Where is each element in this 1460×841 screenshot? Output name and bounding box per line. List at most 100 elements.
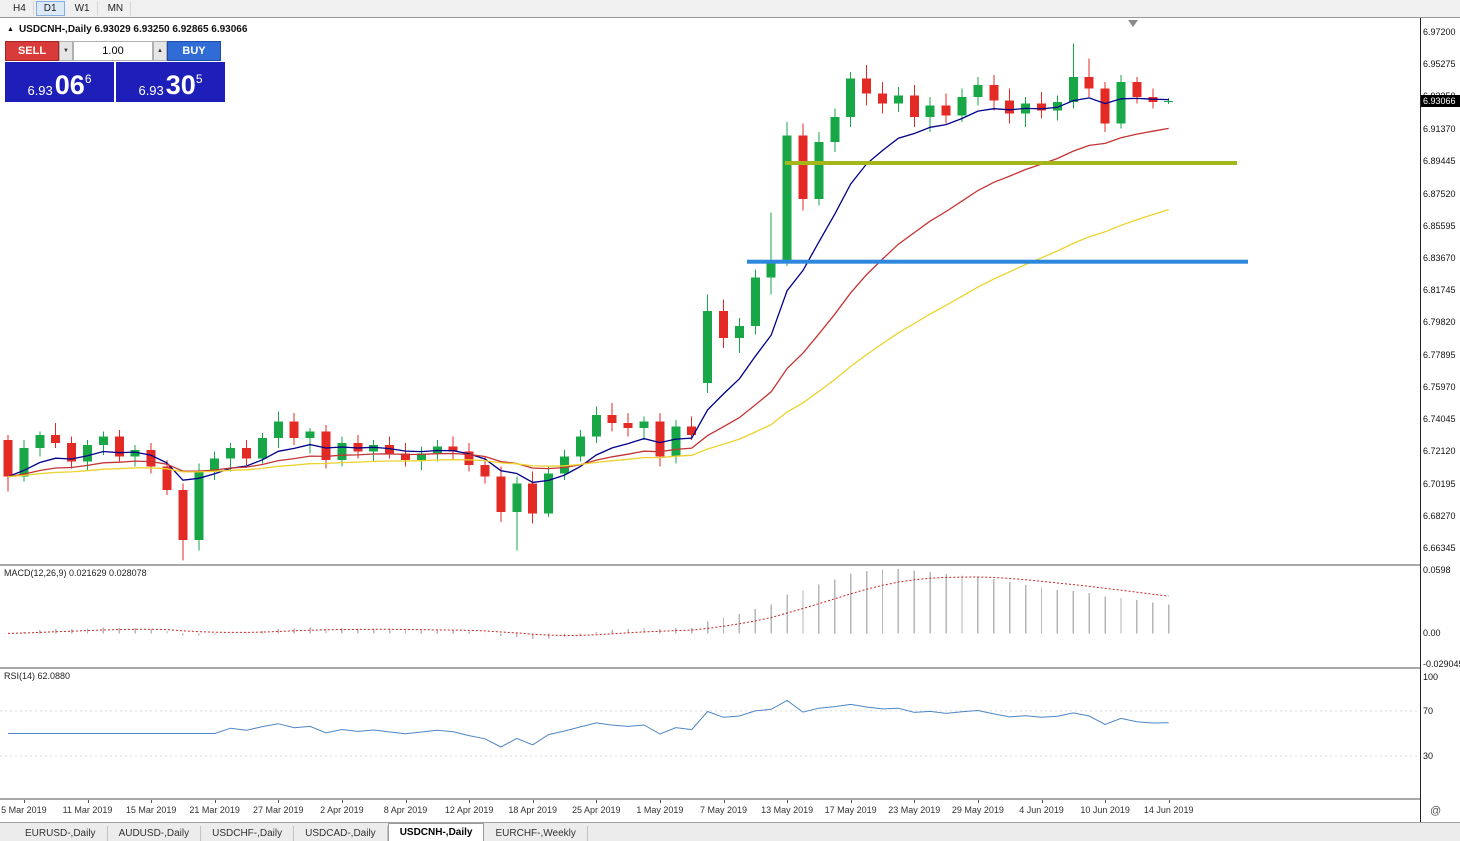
- time-axis-label: 1 May 2019: [636, 805, 684, 815]
- price-axis-label: 6.75970: [1423, 381, 1456, 392]
- time-axis-tick: [1041, 800, 1043, 803]
- time-axis-tick: [278, 800, 280, 803]
- time-axis-tick: [723, 800, 725, 803]
- one-click-trading-toggle-icon[interactable]: ▲: [7, 26, 14, 33]
- chart-tab-eurusd[interactable]: EURUSD-,Daily: [14, 826, 108, 841]
- timeframe-button-mn[interactable]: MN: [100, 1, 132, 16]
- panel-separator[interactable]: [0, 564, 1420, 566]
- price-axis-label: 6.95275: [1423, 58, 1456, 69]
- chart-shift-marker[interactable]: [1128, 20, 1138, 27]
- time-axis-tick: [850, 800, 852, 803]
- time-axis-tick: [341, 800, 343, 803]
- time-axis-tick: [23, 800, 25, 803]
- volume-input[interactable]: [73, 41, 153, 61]
- chart-tab-eurchf[interactable]: EURCHF-,Weekly: [484, 826, 588, 841]
- trade-prices-row: 6.93 06 6 6.93 30 5: [5, 62, 225, 102]
- time-axis-tick: [469, 800, 471, 803]
- time-axis-tick: [214, 800, 216, 803]
- timeframe-toolbar: H4 D1 W1 MN: [0, 0, 1460, 18]
- price-axis-label: 30: [1423, 751, 1434, 762]
- price-axis-label: 6.68270: [1423, 510, 1456, 521]
- price-axis-label: 6.66345: [1423, 542, 1456, 553]
- current-price-badge: 6.93066: [1421, 94, 1460, 107]
- price-axis-label: 0.00: [1423, 628, 1441, 639]
- timeframe-button-h4[interactable]: H4: [5, 1, 34, 16]
- buy-price-display[interactable]: 6.93 30 5: [116, 62, 225, 102]
- volume-decrease-button[interactable]: ▼: [59, 41, 73, 61]
- time-axis-label: 21 Mar 2019: [189, 805, 240, 815]
- price-axis-label: 6.79820: [1423, 317, 1456, 328]
- chart-tab-usdcad[interactable]: USDCAD-,Daily: [294, 826, 388, 841]
- volume-increase-button[interactable]: ▲: [153, 41, 167, 61]
- chart-panels: ▲ USDCNH-,Daily 6.93029 6.93250 6.92865 …: [0, 18, 1420, 822]
- symbol-ohlc-info: ▲ USDCNH-,Daily 6.93029 6.93250 6.92865 …: [7, 24, 247, 35]
- chart-tab-audusd[interactable]: AUDUSD-,Daily: [108, 826, 202, 841]
- price-axis-label: 6.77895: [1423, 349, 1456, 360]
- price-axis[interactable]: 6.93066 @ 6.972006.952756.933506.913706.…: [1420, 18, 1460, 822]
- time-axis-label: 14 Jun 2019: [1143, 805, 1194, 815]
- time-axis[interactable]: 5 Mar 2019 11 Mar 2019 15 Mar 2019 21 Mar 2…: [0, 800, 1420, 822]
- sell-price-main: 6.93: [27, 83, 53, 98]
- buy-button[interactable]: BUY: [167, 41, 221, 61]
- sell-price-pips: 06: [54, 70, 85, 101]
- price-axis-label: -0.029045: [1423, 658, 1460, 669]
- time-axis-label: 5 Mar 2019: [1, 805, 47, 815]
- time-axis-tick: [596, 800, 598, 803]
- time-axis-tick: [914, 800, 916, 803]
- time-axis-label: 18 Apr 2019: [508, 805, 557, 815]
- price-axis-label: 100: [1423, 672, 1439, 682]
- time-axis-tick: [1105, 800, 1107, 803]
- macd-label: MACD(12,26,9) 0.021629 0.028078: [4, 568, 147, 578]
- time-axis-label: 8 Apr 2019: [383, 805, 428, 815]
- time-axis-label: 2 Apr 2019: [320, 805, 364, 815]
- panel-separator[interactable]: [0, 667, 1420, 669]
- buy-price-pips: 30: [165, 70, 196, 101]
- time-axis-label: 11 Mar 2019: [62, 805, 113, 815]
- price-axis-label: 6.89445: [1423, 156, 1456, 167]
- at-symbol-icon: @: [1430, 805, 1442, 817]
- time-axis-label: 13 May 2019: [761, 805, 814, 815]
- time-axis-tick: [787, 800, 789, 803]
- chart-tab-usdchf[interactable]: USDCHF-,Daily: [201, 826, 295, 841]
- rsi-chart[interactable]: [0, 669, 1420, 798]
- price-chart-panel[interactable]: ▲ USDCNH-,Daily 6.93029 6.93250 6.92865 …: [0, 18, 1420, 564]
- chart-tab-usdcnh[interactable]: USDCNH-,Daily: [387, 823, 485, 841]
- time-axis-tick: [977, 800, 979, 803]
- price-axis-label: 6.83670: [1423, 253, 1456, 263]
- buy-price-point: 5: [195, 72, 203, 86]
- sell-button[interactable]: SELL: [5, 41, 59, 61]
- price-axis-label: 6.87520: [1423, 188, 1456, 199]
- chart-tabbar: EURUSD-,Daily AUDUSD-,Daily USDCHF-,Dail…: [0, 822, 1460, 841]
- time-axis-tick: [151, 800, 153, 803]
- candlestick-chart[interactable]: [0, 18, 1420, 564]
- time-axis-label: 29 May 2019: [951, 805, 1004, 815]
- time-axis-label: 10 Jun 2019: [1080, 805, 1130, 815]
- symbol-ohlc-text: USDCNH-,Daily 6.93029 6.93250 6.92865 6.…: [18, 24, 248, 35]
- sell-price-point: 6: [84, 72, 92, 86]
- time-axis-label: 17 May 2019: [824, 805, 877, 815]
- price-axis-label: 6.97200: [1423, 26, 1456, 37]
- price-axis-label: 6.74045: [1423, 414, 1456, 425]
- time-axis-label: 25 Apr 2019: [572, 805, 621, 815]
- time-axis-tick: [532, 800, 534, 803]
- price-axis-label: 0.0598: [1423, 565, 1451, 576]
- buy-price-main: 6.93: [138, 83, 164, 98]
- time-axis-label: 12 Apr 2019: [444, 805, 494, 815]
- timeframe-button-w1[interactable]: W1: [67, 1, 98, 16]
- time-axis-label: 23 May 2019: [888, 805, 941, 815]
- sell-price-display[interactable]: 6.93 06 6: [5, 62, 114, 102]
- panel-separator[interactable]: [0, 798, 1420, 800]
- macd-panel[interactable]: MACD(12,26,9) 0.021629 0.028078: [0, 566, 1420, 667]
- one-click-trade-panel: SELL ▼ ▲ BUY 6.93 06 6 6.93: [5, 41, 225, 102]
- price-axis-label: 70: [1423, 705, 1434, 716]
- macd-chart[interactable]: [0, 566, 1420, 667]
- rsi-label: RSI(14) 62.0880: [4, 671, 71, 681]
- rsi-panel[interactable]: RSI(14) 62.0880: [0, 669, 1420, 798]
- price-axis-label: 6.72120: [1423, 446, 1456, 457]
- timeframe-button-d1[interactable]: D1: [35, 1, 65, 16]
- time-axis-tick: [659, 800, 661, 803]
- trade-controls-row: SELL ▼ ▲ BUY: [5, 41, 225, 61]
- time-axis-label: 15 Mar 2019: [125, 805, 177, 815]
- time-axis-label: 7 May 2019: [699, 805, 748, 815]
